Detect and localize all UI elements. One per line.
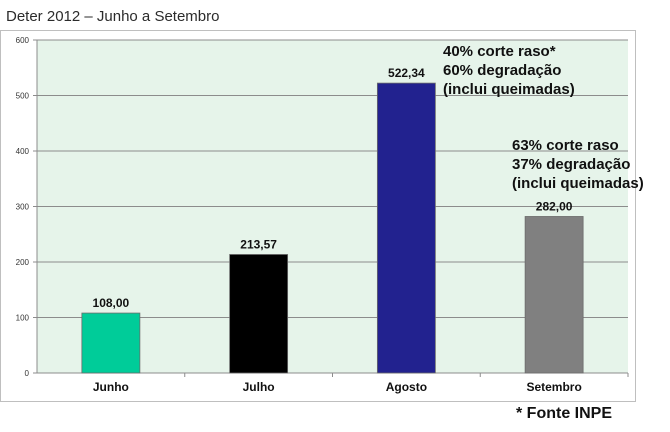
y-tick-label-200: 200 xyxy=(16,258,30,267)
data-label-junho: 108,00 xyxy=(93,296,130,310)
annotation-agosto-line-2: 60% degradação xyxy=(443,62,562,79)
y-tick-label-0: 0 xyxy=(25,369,30,378)
x-tick-label-setembro: Setembro xyxy=(526,380,581,394)
chart-title: Deter 2012 – Junho a Setembro xyxy=(6,8,220,25)
annotation-setembro-line-3: (inclui queimadas) xyxy=(512,175,644,192)
data-label-julho: 213,57 xyxy=(240,237,277,251)
y-tick-label-300: 300 xyxy=(16,203,30,212)
bar-junho[interactable] xyxy=(81,312,141,374)
annotation-setembro-line-1: 63% corte raso xyxy=(512,137,619,154)
annotation-agosto: 40% corte raso* 60% degradação (inclui q… xyxy=(443,42,575,99)
x-tick-label-junho: Junho xyxy=(93,380,129,394)
annotation-agosto-line-1: 40% corte raso* xyxy=(443,43,556,60)
y-tick-label-500: 500 xyxy=(16,92,30,101)
source-note: * Fonte INPE xyxy=(516,405,613,422)
x-tick-label-julho: Julho xyxy=(243,380,275,394)
x-tick-label-agosto: Agosto xyxy=(386,380,427,394)
y-tick-label-600: 600 xyxy=(16,36,30,45)
y-tick-label-100: 100 xyxy=(16,314,30,323)
annotation-setembro: 63% corte raso 37% degradação (inclui qu… xyxy=(512,136,644,193)
data-label-agosto: 522,34 xyxy=(388,66,425,80)
y-tick-label-400: 400 xyxy=(16,147,30,156)
bar-setembro[interactable] xyxy=(524,216,584,374)
annotation-agosto-line-3: (inclui queimadas) xyxy=(443,81,575,98)
annotation-setembro-line-2: 37% degradação xyxy=(512,156,631,173)
data-label-setembro: 282,00 xyxy=(536,199,573,213)
bar-julho[interactable] xyxy=(229,254,289,374)
bar-agosto[interactable] xyxy=(376,82,436,374)
